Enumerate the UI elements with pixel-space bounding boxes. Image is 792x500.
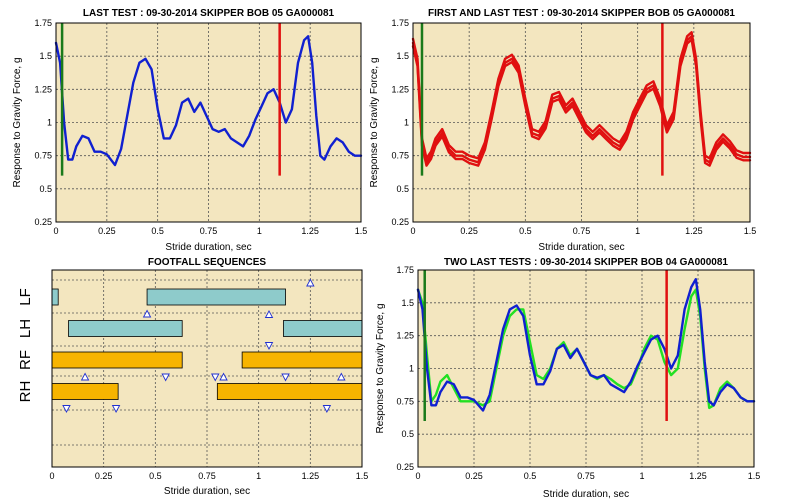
footfall-bar-lf: [51, 288, 59, 306]
footfall-marker: [322, 405, 332, 413]
y-tick-label: 1.5: [39, 51, 52, 61]
x-axis-label: Stride duration, sec: [165, 242, 251, 253]
x-tick-label: 1.25: [685, 226, 703, 236]
footfall-bar-lf: [146, 288, 286, 306]
chart-last-test: LAST TEST : 09-30-2014 SKIPPER BOB 05 GA…: [12, 8, 367, 253]
x-tick-label: 1: [257, 226, 262, 236]
x-tick-label: 0.5: [524, 471, 537, 481]
chart-title: LAST TEST : 09-30-2014 SKIPPER BOB 05 GA…: [83, 8, 335, 19]
y-tick-label: 0.5: [39, 184, 52, 194]
x-tick-label: 1.25: [301, 226, 319, 236]
y-tick-label: 1.25: [34, 84, 52, 94]
x-tick-label: 0: [415, 471, 420, 481]
x-tick-label: 0: [49, 471, 54, 481]
footfall-marker: [211, 373, 220, 382]
y-tick-label: 0.25: [34, 217, 52, 227]
x-tick-label: 1: [639, 471, 644, 481]
series-line-1: [416, 278, 756, 412]
series-line-0: [54, 35, 363, 167]
x-tick-label: 0.25: [95, 471, 113, 481]
footfall-marker: [306, 278, 315, 287]
x-tick-label: 1: [635, 226, 640, 236]
footfall-bar-lh: [283, 320, 363, 337]
plot-border: [55, 22, 362, 223]
x-tick-label: 0.5: [151, 226, 164, 236]
footfall-marker: [337, 372, 346, 381]
x-tick-label: 0: [410, 226, 415, 236]
y-tick-label: 1: [404, 118, 409, 128]
x-tick-label: 0.25: [460, 226, 478, 236]
chart-footfall-sequences: FOOTFALL SEQUENCES 0 0.25 0.5 0.75 1 1.25 1.5 St…: [17, 257, 368, 497]
x-tick-label: 1.5: [356, 471, 369, 481]
y-tick-label: 1.5: [396, 51, 409, 61]
y-tick-label: 1.25: [396, 331, 414, 341]
footfall-bar-rh: [51, 383, 119, 400]
row-label-rf: RF: [17, 350, 34, 370]
y-tick-label: 1.75: [34, 18, 52, 28]
x-tick-label: 1.5: [744, 226, 757, 236]
footfall-marker: [219, 372, 228, 381]
x-axis-label: Stride duration, sec: [543, 489, 629, 500]
y-tick-label: 1.25: [391, 84, 409, 94]
chart-two-last-tests: TWO LAST TESTS : 09-30-2014 SKIPPER BOB …: [375, 257, 760, 500]
x-tick-label: 1.25: [302, 471, 320, 481]
chart-title: FIRST AND LAST TEST : 09-30-2014 SKIPPER…: [428, 8, 735, 19]
x-tick-label: 0.75: [573, 226, 591, 236]
y-tick-label: 1.75: [396, 265, 414, 275]
y-axis-label: Response to Gravity Force, g: [369, 57, 380, 187]
x-tick-label: 1.25: [689, 471, 707, 481]
footfall-bar-rf: [51, 351, 183, 369]
y-tick-label: 1.5: [401, 298, 414, 308]
y-tick-label: 1.75: [391, 18, 409, 28]
footfall-bar-lh: [68, 320, 183, 337]
y-tick-label: 0.25: [391, 217, 409, 227]
footfall-marker: [80, 372, 90, 381]
y-tick-label: 0.5: [396, 184, 409, 194]
y-axis-label: Response to Gravity Force, g: [12, 57, 23, 187]
footfall-marker: [142, 309, 152, 318]
x-tick-label: 1.5: [355, 226, 368, 236]
series-line-2: [411, 38, 752, 167]
footfall-marker: [281, 373, 290, 382]
footfall-marker: [62, 405, 71, 413]
y-tick-label: 1: [47, 118, 52, 128]
y-axis-label: Response to Gravity Force, g: [375, 303, 386, 433]
x-tick-label: 0: [53, 226, 58, 236]
row-label-lf: LF: [17, 288, 34, 306]
footfall-marker: [264, 342, 274, 350]
footfall-bar-rh: [216, 383, 363, 400]
x-tick-label: 0.75: [200, 226, 218, 236]
x-tick-label: 0.75: [198, 471, 216, 481]
y-tick-label: 0.5: [401, 429, 414, 439]
y-tick-label: 0.75: [396, 396, 414, 406]
chart-title: FOOTFALL SEQUENCES: [148, 257, 266, 268]
x-tick-label: 0.25: [465, 471, 483, 481]
plot-border: [417, 269, 755, 468]
y-tick-label: 0.25: [396, 462, 414, 472]
y-tick-label: 1: [409, 364, 414, 374]
footfall-bar-rf: [241, 351, 363, 369]
x-tick-label: 0.25: [98, 226, 116, 236]
x-tick-label: 0.5: [519, 226, 532, 236]
chart-first-and-last-test: FIRST AND LAST TEST : 09-30-2014 SKIPPER…: [369, 8, 756, 253]
x-axis-label: Stride duration, sec: [538, 242, 624, 253]
row-label-lh: LH: [17, 319, 34, 338]
row-label-rh: RH: [17, 381, 34, 403]
footfall-marker: [111, 405, 121, 413]
x-tick-label: 0.75: [577, 471, 595, 481]
y-tick-label: 0.75: [34, 151, 52, 161]
footfall-marker: [264, 310, 274, 318]
chart-title: TWO LAST TESTS : 09-30-2014 SKIPPER BOB …: [444, 257, 728, 268]
footfall-marker: [161, 373, 170, 382]
plot-border: [51, 269, 363, 468]
x-tick-label: 0.5: [149, 471, 162, 481]
y-tick-label: 0.75: [391, 151, 409, 161]
x-tick-label: 1: [256, 471, 261, 481]
x-tick-label: 1.5: [748, 471, 761, 481]
plot-border: [412, 22, 751, 223]
x-axis-label: Stride duration, sec: [164, 486, 250, 497]
